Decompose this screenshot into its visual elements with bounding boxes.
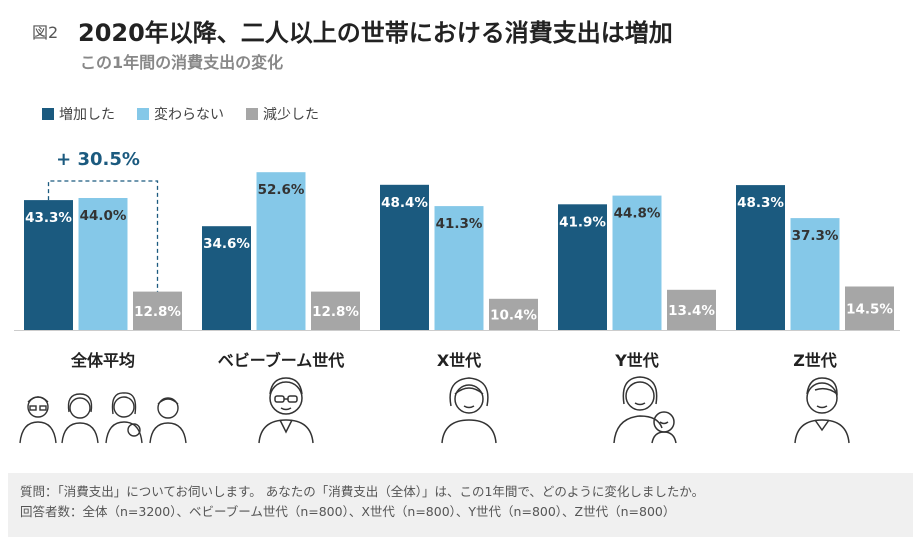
difference-annotation: + 30.5% (56, 149, 140, 170)
legend-swatch-unchanged (137, 108, 149, 120)
bar-unchanged-1 (256, 172, 306, 330)
bar-unchanged-3 (612, 195, 662, 330)
legend-swatch-increased (42, 108, 54, 120)
data-label-decreased-1: 12.8% (312, 304, 359, 320)
data-label-increased-2: 48.4% (381, 195, 428, 211)
bar-increased-0 (24, 200, 73, 330)
legend-swatch-decreased (246, 108, 258, 120)
bar-unchanged-2 (434, 206, 484, 330)
data-label-unchanged-2: 41.3% (436, 216, 483, 232)
legend-label-unchanged: 変わらない (154, 107, 224, 123)
data-label-increased-3: 41.9% (559, 214, 606, 230)
bar-decreased-3 (667, 289, 716, 330)
respondent-counts-text: 回答者数：全体（n=3200）、ベビーブーム世代（n=800）、X世代（n=80… (20, 504, 676, 519)
bar-unchanged-4 (790, 218, 840, 330)
bar-chart: 43.3% 44.0% 12.8% 全体平均 34.6% 52.6% 12.8% ベビーブーム… (14, 149, 900, 370)
chart-subtitle: この1年間の消費支出の変化 (80, 53, 284, 72)
category-label-3: Y世代 (614, 351, 659, 370)
data-label-increased-4: 48.3% (737, 195, 784, 211)
data-label-unchanged-4: 37.3% (792, 228, 839, 244)
data-label-increased-1: 34.6% (203, 236, 250, 252)
survey-question-text: 質問：「消費支出」についてお伺いします。 あなたの「消費支出（全体）」は、この1… (20, 484, 705, 499)
bar-decreased-1 (311, 291, 360, 330)
young-man-icon (794, 377, 850, 444)
parent-with-baby-icon (613, 376, 677, 444)
legend-label-increased: 増加した (59, 107, 115, 123)
legend-item-unchanged: 変わらない (137, 104, 224, 124)
bar-unchanged-0 (78, 198, 128, 330)
bar-increased-2 (380, 184, 429, 330)
data-label-decreased-3: 13.4% (668, 303, 715, 319)
elderly-man-icon (258, 377, 314, 444)
data-label-increased-0: 43.3% (25, 210, 72, 226)
bar-decreased-2 (489, 298, 538, 330)
chart-title: 2020年以降、二人以上の世帯における消費支出は増加 (78, 19, 673, 47)
chart-legend: 増加した 変わらない 減少した (42, 104, 319, 124)
data-label-decreased-4: 14.5% (846, 301, 893, 317)
survey-footnote: 質問：「消費支出」についてお伺いします。 あなたの「消費支出（全体）」は、この1… (8, 473, 913, 537)
data-label-decreased-2: 10.4% (490, 307, 537, 323)
data-label-unchanged-3: 44.8% (614, 206, 661, 222)
family-group-icon (19, 392, 187, 444)
bar-increased-4 (736, 185, 785, 330)
bar-increased-1 (202, 226, 251, 330)
figure-label: 図2 (32, 23, 59, 42)
difference-bracket (47, 180, 159, 292)
category-label-1: ベビーブーム世代 (218, 351, 345, 370)
bar-decreased-4 (845, 286, 894, 330)
category-label-0: 全体平均 (70, 351, 135, 370)
middle-aged-woman-icon (441, 377, 497, 444)
data-label-decreased-0: 12.8% (134, 304, 181, 320)
category-label-2: X世代 (437, 351, 481, 370)
legend-label-decreased: 減少した (263, 107, 319, 123)
bar-decreased-0 (133, 291, 182, 330)
bar-increased-3 (558, 204, 607, 330)
data-label-unchanged-1: 52.6% (258, 182, 305, 198)
legend-item-increased: 増加した (42, 104, 115, 124)
data-label-unchanged-0: 44.0% (80, 208, 127, 224)
category-label-4: Z世代 (793, 351, 837, 370)
legend-item-decreased: 減少した (246, 104, 319, 124)
